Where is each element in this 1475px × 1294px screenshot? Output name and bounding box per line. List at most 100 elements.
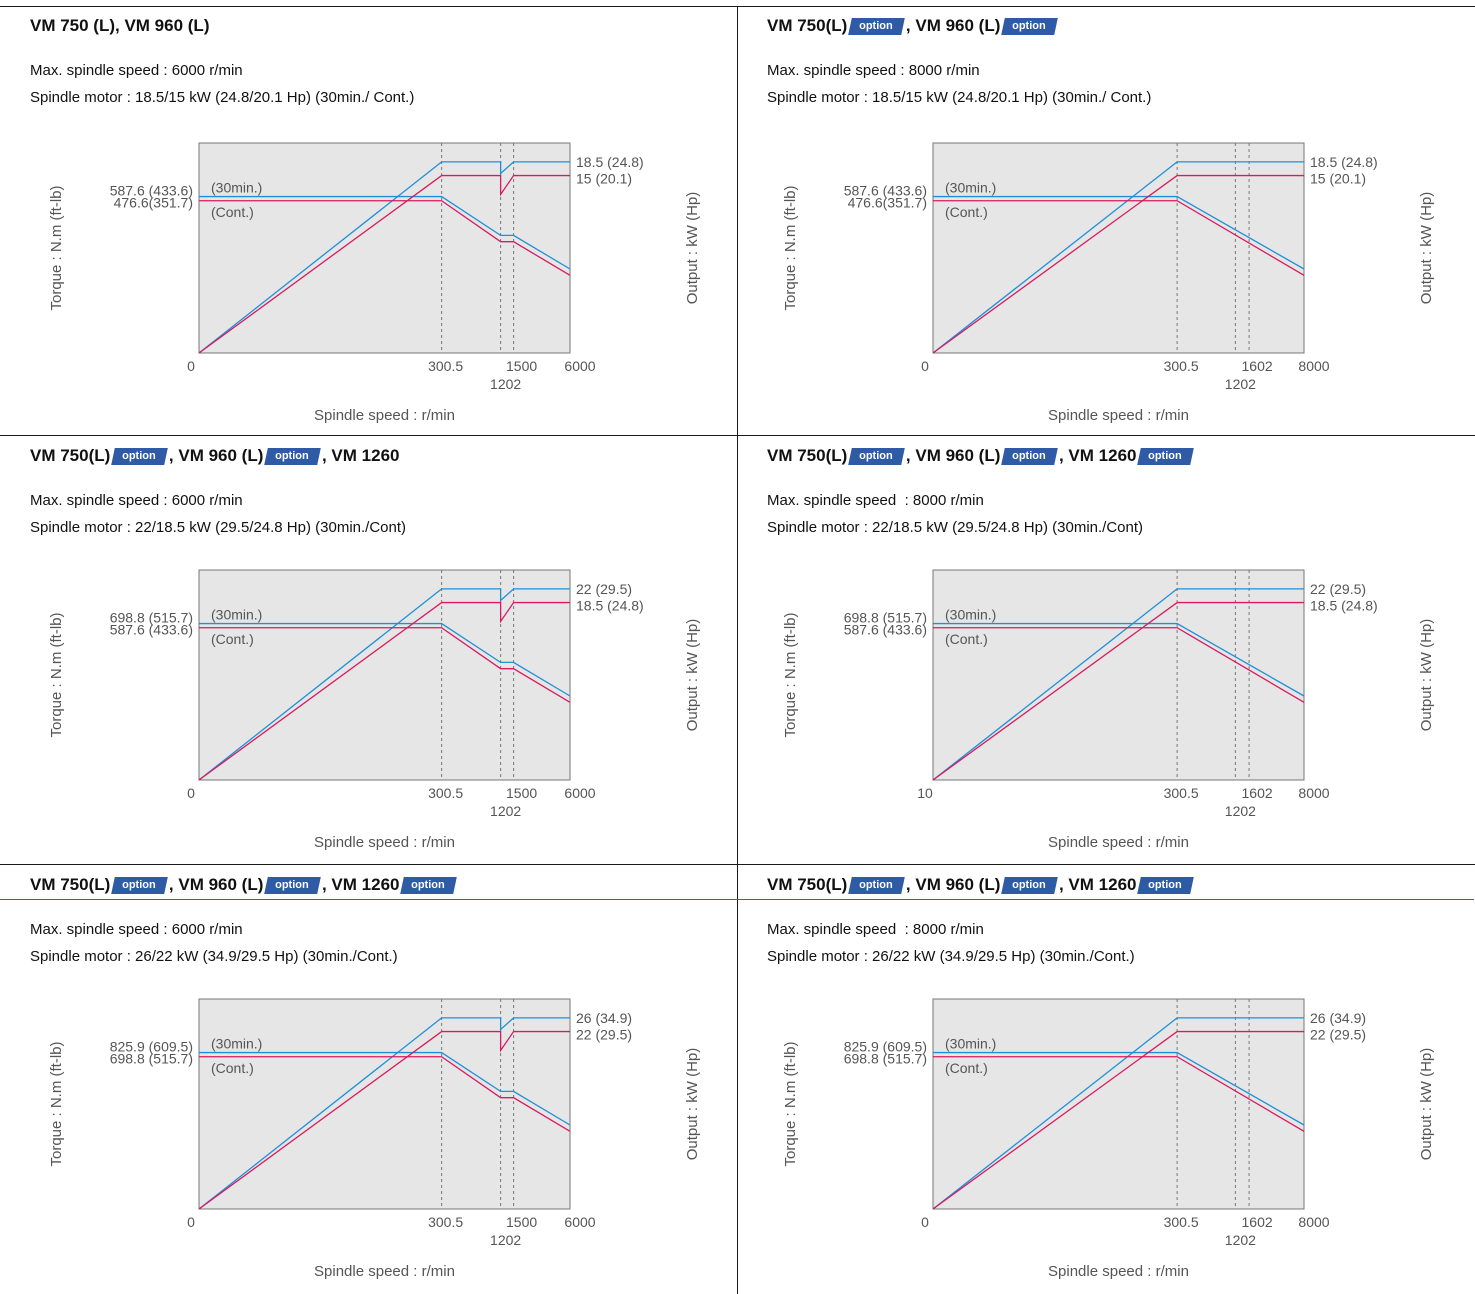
curve-label-30min: (30min.) [211,1036,262,1052]
x-tick-label: 1202 [490,1232,521,1248]
x-axis-label: Spindle speed : r/min [1048,1263,1189,1280]
torque-curve-cont [933,627,1305,703]
x-tick-label: 1602 [1242,1214,1273,1230]
spindle-motor-spec: Spindle motor : 18.5/15 kW (24.8/20.1 Hp… [30,89,415,106]
panel-title-text: , VM 960 (L) [905,16,1001,35]
panel-title-text: , VM 960 (L) [905,446,1001,465]
output-label-30min: 22 (29.5) [576,581,632,597]
x-axis-label: Spindle speed : r/min [314,407,455,424]
panel-title: VM 750(L) option, VM 960 (L) option, VM 12… [30,444,399,468]
panel-title: VM 750 (L), VM 960 (L) [30,14,209,38]
curve-label-cont: (Cont.) [945,1060,988,1076]
output-label-cont: 15 (20.1) [1310,171,1366,187]
torque-label-cont: 587.6 (433.6) [844,622,927,638]
output-label-cont: 22 (29.5) [576,1027,632,1043]
x-tick-label: 1500 [506,1214,537,1230]
x-tick-label: 10 [917,785,933,801]
torque-curve-30min [199,1051,571,1126]
y-axis-label: Torque : N.m (ft-lb) [48,185,65,310]
curve-label-30min: (30min.) [945,607,996,623]
x-tick-label: 300.5 [428,358,463,374]
torque-label-30min: 825.9 (609.5) [844,1039,927,1055]
plot-area [198,142,571,354]
curve-label-cont: (Cont.) [211,631,254,647]
output-label-cont: 22 (29.5) [1310,1027,1366,1043]
spindle-motor-spec: Spindle motor : 22/18.5 kW (29.5/24.8 Hp… [767,519,1144,536]
panel-title-text: VM 750(L) [30,446,111,465]
y2-axis-label: Output : kW (Hp) [1418,192,1435,305]
y-axis-label: Torque : N.m (ft-lb) [48,612,65,737]
torque-label-cont: 587.6 (433.6) [110,622,193,638]
plot-area [932,142,1305,354]
x-axis-label: Spindle speed : r/min [314,834,455,851]
output-label-30min: 26 (34.9) [1310,1010,1366,1026]
panel-title-text: , VM 960 (L) [168,875,264,894]
panel-title-text: , VM 1260 [321,875,400,894]
spindle-motor-spec: Spindle motor : 26/22 kW (34.9/29.5 Hp) … [30,948,398,965]
plot-area [932,998,1305,1210]
torque-output-chart: 587.6 (433.6)476.6(351.7) (30min.) (Cont.)… [48,142,701,424]
panel-title-text: VM 750 (L), VM 960 (L) [30,16,210,35]
max-spindle-speed: Max. spindle speed : 8000 r/min [767,921,984,938]
y2-axis-label: Output : kW (Hp) [684,1048,701,1161]
torque-label-30min: 587.6 (433.6) [844,183,927,199]
y2-axis-label: Output : kW (Hp) [684,619,701,732]
x-tick-label: 8000 [1298,358,1329,374]
x-tick-label: 1500 [506,358,537,374]
x-tick-label: 1202 [1225,376,1256,392]
x-tick-label: 1202 [1225,1232,1256,1248]
panel-title: VM 750(L) option, VM 960 (L) option, VM 12… [767,873,1195,897]
output-curve-30min [932,161,1304,354]
panel-title: VM 750(L) option, VM 960 (L) option [767,14,1059,38]
panel-title-text: VM 750(L) [767,16,848,35]
torque-label-cont: 698.8 (515.7) [844,1051,927,1067]
curve-label-cont: (Cont.) [945,631,988,647]
spindle-motor-spec: Spindle motor : 26/22 kW (34.9/29.5 Hp) … [767,948,1135,965]
x-tick-label: 1202 [1225,803,1256,819]
panel-title-text: , VM 960 (L) [905,875,1001,894]
title-rule [0,899,737,900]
y-axis-label: Torque : N.m (ft-lb) [782,612,799,737]
output-curve-30min [932,588,1304,781]
torque-curve-cont [199,1056,571,1132]
y-axis-label: Torque : N.m (ft-lb) [782,185,799,310]
output-curve-30min [198,588,570,781]
panel-title-text: , VM 1260 [321,446,400,465]
x-tick-label: 1202 [490,803,521,819]
torque-output-chart: 825.9 (609.5)698.8 (515.7) (30min.) (Cont.… [782,998,1435,1280]
y-axis-label: Torque : N.m (ft-lb) [782,1041,799,1166]
torque-label-cont: 698.8 (515.7) [110,1051,193,1067]
torque-output-chart: 698.8 (515.7)587.6 (433.6) (30min.) (Cont.… [48,569,701,851]
output-curve-cont [198,1030,570,1210]
y2-axis-label: Output : kW (Hp) [1418,1048,1435,1161]
curve-label-cont: (Cont.) [945,204,988,220]
output-curve-30min [198,161,570,354]
x-tick-label: 300.5 [428,785,463,801]
output-curve-30min [932,1017,1304,1210]
x-tick-label: 8000 [1298,785,1329,801]
output-label-30min: 18.5 (24.8) [576,154,644,170]
x-tick-label: 300.5 [1164,785,1199,801]
torque-label-30min: 698.8 (515.7) [844,610,927,626]
max-spindle-speed: Max. spindle speed : 8000 r/min [767,62,980,79]
panel-title-text: , VM 1260 [1058,446,1137,465]
x-axis-label: Spindle speed : r/min [1048,407,1189,424]
output-label-30min: 18.5 (24.8) [1310,154,1378,170]
panel-title-text: VM 750(L) [767,446,848,465]
panel-title-text: , VM 960 (L) [168,446,264,465]
x-tick-label: 0 [187,358,195,374]
torque-label-cont: 476.6(351.7) [848,195,927,211]
curve-label-cont: (Cont.) [211,204,254,220]
x-tick-label: 0 [187,785,195,801]
panel-title-text: VM 750(L) [767,875,848,894]
torque-label-30min: 825.9 (609.5) [110,1039,193,1055]
x-tick-label: 0 [921,358,929,374]
spindle-panel: VM 750(L) option, VM 960 (L) option, VM 12… [0,436,737,865]
x-tick-label: 8000 [1298,1214,1329,1230]
torque-label-cont: 476.6(351.7) [114,195,193,211]
spindle-panel: VM 750(L) option, VM 960 (L) option Max. sp… [737,6,1474,435]
curve-label-30min: (30min.) [211,180,262,196]
x-axis-label: Spindle speed : r/min [314,1263,455,1280]
spindle-motor-spec: Spindle motor : 22/18.5 kW (29.5/24.8 Hp… [30,519,407,536]
output-curve-cont [198,174,570,354]
